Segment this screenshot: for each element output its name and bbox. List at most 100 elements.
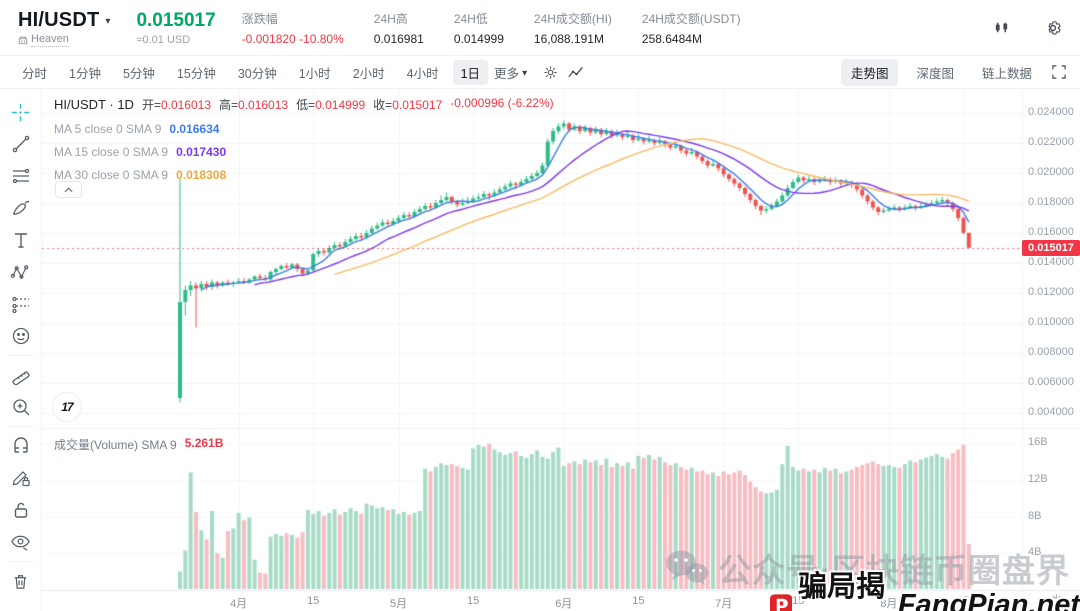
trash-icon [14,574,27,589]
ohlc-item: 开=0.016013 [141,98,212,112]
last-price: 0.015017 [136,9,216,31]
tool-forecast[interactable] [5,288,37,320]
timeframe-tabs: 分时 1分钟 5分钟 15分钟 30分钟 1小时 2小时 4小时 1日 [14,59,489,85]
tool-zoom-in[interactable] [5,391,37,423]
tool-lock[interactable] [5,494,37,526]
settings-gear-icon[interactable] [1044,19,1062,37]
indicators-icon[interactable] [568,65,585,80]
ma-value: 0.018308 [176,167,227,182]
tool-trend-line[interactable] [5,128,37,160]
tool-remove-drawings[interactable] [5,565,37,597]
time-axis-tick: 4月 [230,598,248,610]
chevron-up-icon [64,186,73,192]
stat-value: 258.6484M [641,31,702,46]
header: HI/USDT ▾ Heaven 0.015017 ≈0.01 USD 涨跌幅 -… [0,0,1080,56]
tool-magnet[interactable] [5,430,37,462]
stat-value: 16,088.191M [533,31,604,46]
tool-emoji[interactable] [5,320,37,352]
time-axis-tick: 7月 [715,598,733,610]
more-label: 更多 [494,66,520,81]
time-axis-tick: 15 [792,595,805,607]
time-axis-tick: 15 [307,595,320,607]
time-axis-settings-icon[interactable] [1050,593,1063,611]
stat-涨跌幅: 涨跌幅 -0.001820 -10.80% [242,10,344,46]
ma-legend-rows: MA 5 close 0 SMA 9 0.016634 MA 15 close 0 … [54,121,554,182]
stat-label: 24H成交额(USDT) [641,11,741,26]
tool-text[interactable] [5,224,37,256]
kline-view-icon[interactable] [993,19,1010,36]
stat-label: 24H低 [453,11,488,26]
ma-value: 0.016634 [169,121,220,136]
stat-value: -0.001820 -10.80% [241,31,344,46]
price-block: 0.015017 ≈0.01 USD [136,10,215,46]
tool-fib-lines[interactable] [5,160,37,192]
ohlc-item: 收=0.015017 [373,98,443,112]
forecast-lines-icon [11,296,29,314]
timeframe-15分钟[interactable]: 15分钟 [176,66,216,81]
price-axis-tick: 0.022000 [1028,136,1074,148]
chart-settings-icon[interactable] [543,65,558,80]
drawing-tool-rail [0,89,42,611]
timeframe-1日[interactable]: 1日 [452,59,489,85]
timeframe-2小时[interactable]: 2小时 [352,66,385,81]
view-tab-深度图[interactable]: 深度图 [916,66,954,81]
tool-lock-drawings[interactable] [5,462,37,494]
horizontal-lines-icon [12,168,29,184]
timeframe-1小时[interactable]: 1小时 [298,66,331,81]
rail-divider [7,426,34,427]
ruler-icon [11,371,30,385]
time-axis-tick: 15 [467,595,480,607]
tv-mark: 17 [61,400,73,414]
crosshair-icon [11,103,30,121]
time-axis-tick: 15 [957,595,970,607]
tool-crosshair[interactable] [5,96,37,128]
legend-collapse-button[interactable] [55,181,82,198]
time-axis-tick: 5月 [389,598,408,610]
chevron-down-icon: ▾ [522,67,528,79]
price-axis-tick: 0.012000 [1028,286,1074,298]
trend-line-icon [12,135,29,153]
timeframe-30分钟[interactable]: 30分钟 [237,66,277,81]
tool-measure[interactable] [5,359,37,391]
price-axis-tick: 0.010000 [1028,316,1074,328]
tradingview-logo[interactable]: 17 [52,392,82,422]
price-axis-tick: 0.018000 [1028,196,1074,208]
stat-24H低: 24H低 0.014999 [454,10,504,46]
view-tabs: 走势图 深度图 链上数据 [840,58,1042,86]
more-timeframes-button[interactable]: 更多 ▾ [488,60,533,85]
price-axis-tick: 0.008000 [1028,346,1074,358]
volume-axis-tick: 16B [1028,436,1048,448]
price-axis-tick: 0.006000 [1028,376,1074,388]
chevron-down-icon[interactable]: ▾ [105,15,111,27]
ma-label: MA 5 close 0 SMA 9 [54,121,162,136]
timeframe-4小时[interactable]: 4小时 [406,66,439,81]
tool-hide-drawings[interactable] [5,526,37,558]
price-axis-tick: 0.004000 [1028,406,1074,418]
timeframe-1分钟[interactable]: 1分钟 [69,66,101,81]
text-icon [14,233,27,248]
rail-divider [7,355,34,356]
venue-label[interactable]: Heaven [31,32,69,47]
current-price-badge: 0.015017 [1022,239,1080,256]
tool-brush[interactable] [5,192,37,224]
time-axis-tick: 6月 [555,598,573,610]
price-axis-tick: 0.020000 [1028,166,1074,178]
stat-value: 0.014999 [453,31,504,46]
ma-label: MA 15 close 0 SMA 9 [54,144,169,159]
legend-title: HI/USDT · 1D [54,97,134,112]
timeframe-5分钟[interactable]: 5分钟 [122,66,155,81]
legend-change: -0.000996 (-6.22%) [450,96,554,110]
view-tab-走势图[interactable]: 走势图 [840,58,899,86]
symbol-block[interactable]: HI/USDT ▾ Heaven [18,9,110,47]
fullscreen-icon[interactable] [1052,65,1066,79]
tool-xabcd-pattern[interactable] [5,256,37,288]
volume-legend-value: 5.261B [184,436,224,450]
timeframe-分时[interactable]: 分时 [22,66,48,81]
legend-ohlc: 开=0.016013 高=0.016013 低=0.014999 收=0.015017… [142,96,554,113]
price-axis-tick: 0.024000 [1028,106,1074,118]
volume-legend-label: 成交量(Volume) SMA 9 [54,438,177,452]
stat-value: 0.016981 [373,31,424,46]
view-tab-链上数据[interactable]: 链上数据 [981,66,1032,81]
price-axis-tick: 0.016000 [1028,226,1074,238]
